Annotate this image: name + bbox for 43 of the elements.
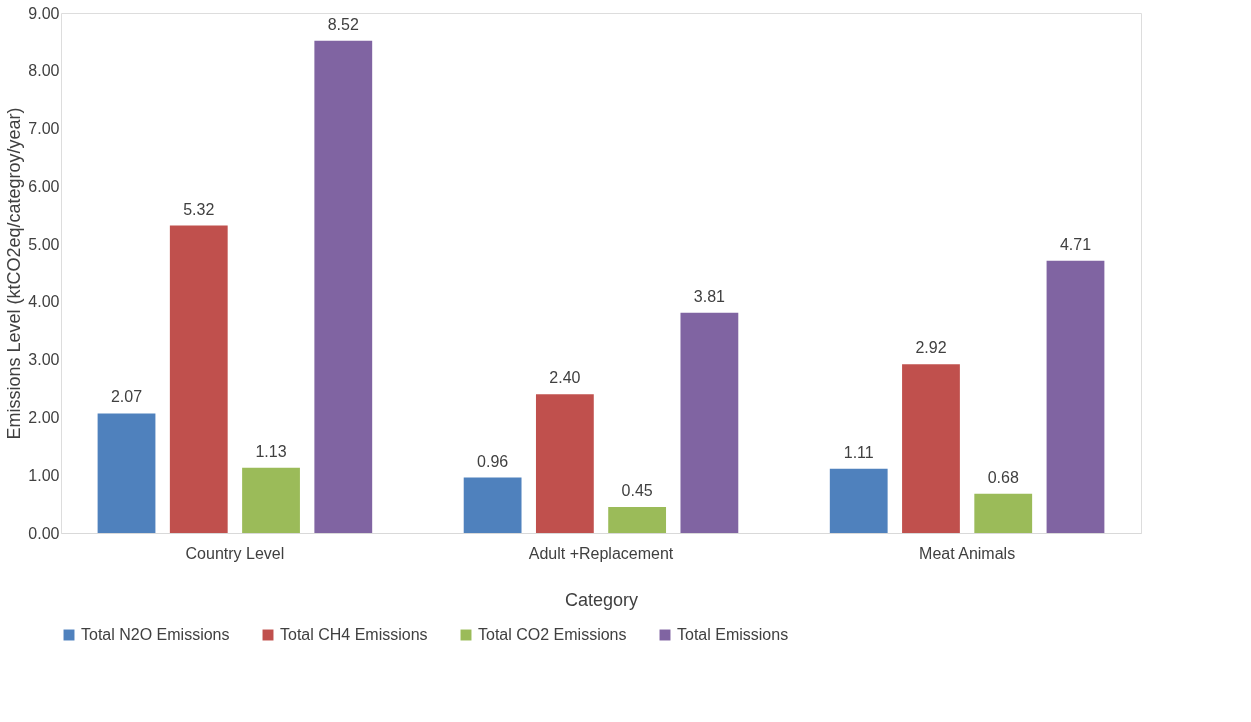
x-tick-label: Adult +Replacement bbox=[528, 544, 674, 562]
bar bbox=[314, 40, 373, 533]
bar bbox=[242, 467, 300, 533]
y-axis-title: Emissions Level (ktCO2eq/categroy/year) bbox=[4, 107, 25, 440]
bar bbox=[535, 394, 594, 533]
bar bbox=[97, 413, 156, 533]
legend-label: Total N2O Emissions bbox=[81, 626, 230, 643]
data-label: 3.81 bbox=[693, 287, 726, 305]
y-tick-label: 4.00 bbox=[28, 293, 60, 311]
data-label: 8.52 bbox=[327, 15, 359, 33]
bar bbox=[463, 477, 522, 533]
bar bbox=[1046, 260, 1105, 533]
y-tick-label: 6.00 bbox=[28, 177, 60, 195]
y-tick-label: 2.00 bbox=[28, 408, 60, 426]
bar bbox=[902, 364, 960, 533]
x-tick-label: Meat Animals bbox=[919, 544, 1016, 562]
legend-label: Total CO2 Emissions bbox=[478, 626, 627, 643]
legend-label: Total Emissions bbox=[677, 626, 789, 643]
bar bbox=[829, 468, 888, 533]
y-tick-label: 9.00 bbox=[28, 4, 60, 22]
bar bbox=[169, 225, 228, 533]
y-tick-label: 3.00 bbox=[28, 351, 60, 369]
y-tick-label: 1.00 bbox=[28, 466, 60, 484]
y-tick-label: 7.00 bbox=[28, 120, 60, 138]
legend-label: Total CH4 Emissions bbox=[280, 626, 428, 643]
y-tick-label: 5.00 bbox=[28, 235, 60, 253]
data-label: 1.11 bbox=[843, 443, 874, 461]
y-tick-label: 0.00 bbox=[28, 524, 60, 542]
data-label: 0.68 bbox=[987, 468, 1019, 486]
data-label: 2.07 bbox=[110, 388, 143, 406]
data-label: 0.45 bbox=[621, 482, 653, 499]
data-label: 2.40 bbox=[549, 369, 581, 387]
data-label: 4.71 bbox=[1059, 235, 1092, 253]
y-tick-label: 8.00 bbox=[28, 62, 60, 80]
bar bbox=[974, 493, 1033, 533]
data-label: 1.13 bbox=[255, 442, 287, 460]
data-label: 2.92 bbox=[915, 339, 947, 357]
x-tick-label: Country Level bbox=[185, 544, 285, 562]
bar bbox=[608, 507, 667, 533]
data-label: 0.96 bbox=[477, 452, 509, 470]
x-axis-title: Category bbox=[564, 589, 639, 610]
bar bbox=[680, 312, 739, 533]
data-label: 5.32 bbox=[183, 200, 215, 218]
